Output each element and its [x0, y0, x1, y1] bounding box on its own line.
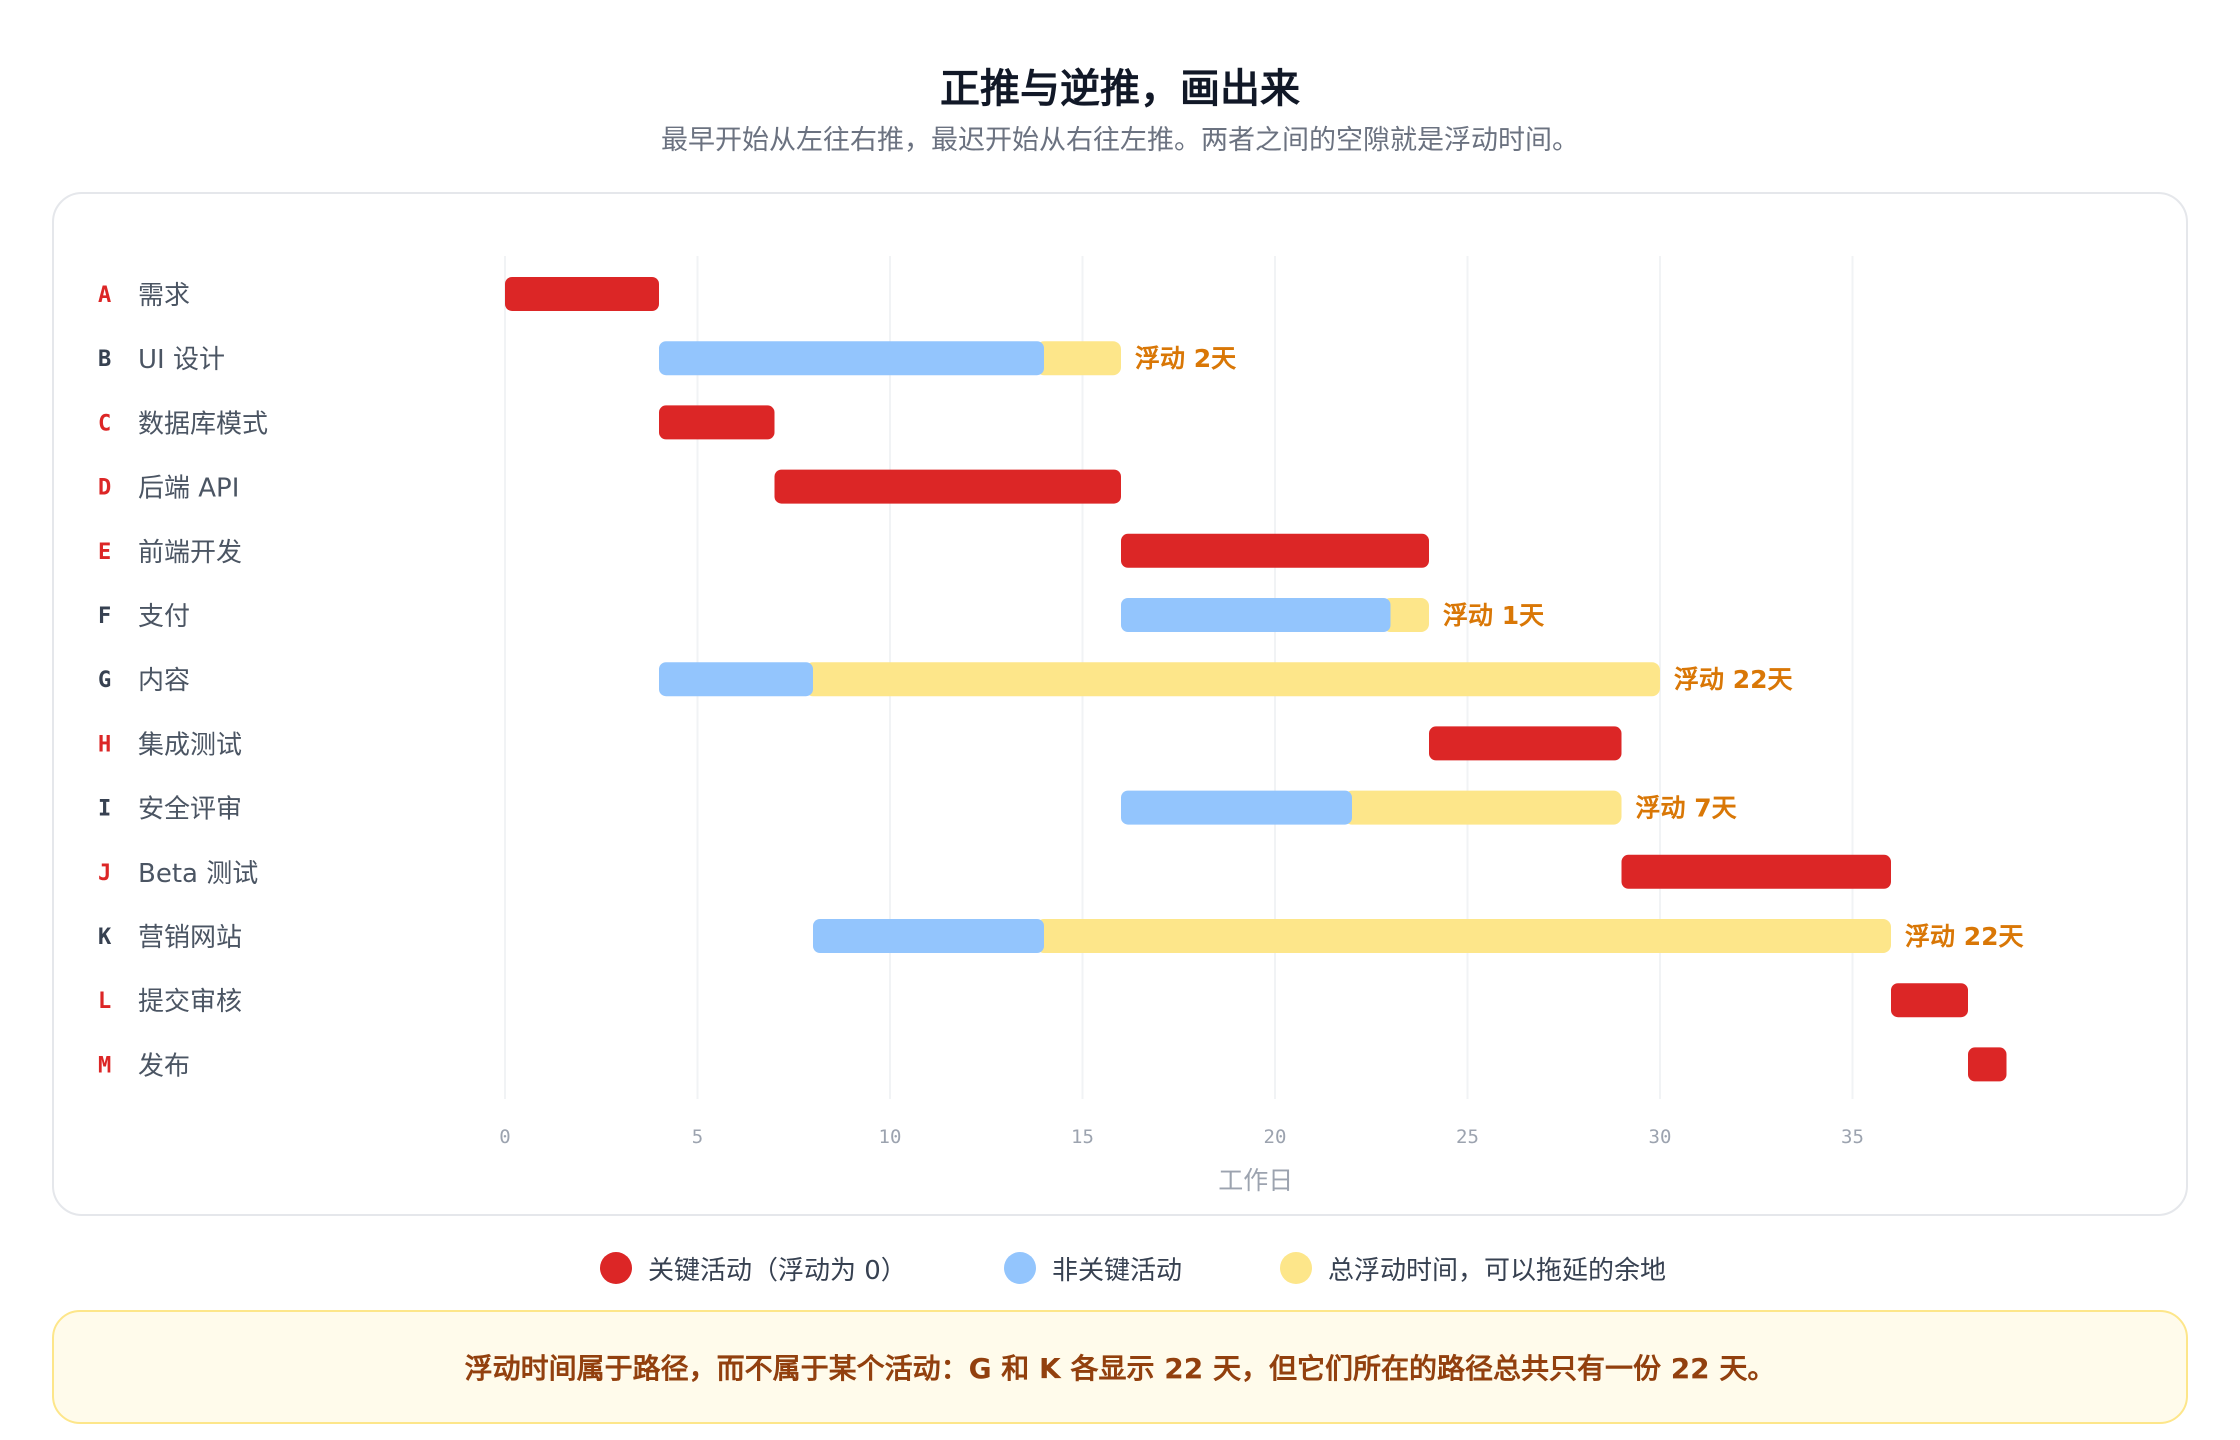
float-bar [1036, 341, 1121, 376]
critical-bar [505, 277, 659, 311]
x-tick-label: 25 [1456, 1126, 1479, 1148]
legend-label-critical: 关键活动（浮动为 0） [648, 1255, 907, 1286]
x-axis-label: 工作日 [1218, 1166, 1293, 1195]
task-name: Beta 测试 [138, 859, 258, 889]
x-tick-label: 0 [499, 1126, 510, 1148]
float-label: 浮动 7天 [1636, 794, 1737, 823]
x-tick-label: 30 [1649, 1126, 1672, 1148]
task-id: L [98, 989, 111, 1014]
task-id: H [98, 732, 111, 757]
critical-bar [1891, 983, 1968, 1018]
task-id: M [98, 1053, 111, 1078]
legend-swatch-non-critical [1004, 1252, 1036, 1284]
gantt-chart: 0 5 10 15 20 25 30 35 工作日 A 需求 B UI 设计 浮动 2天 C 数据库模式 D 后端… [98, 256, 2024, 1195]
legend-item-critical: 关键活动（浮动为 0） [600, 1248, 907, 1288]
page-subtitle: 最早开始从左往右推，最迟开始从右往左推。两者之间的空隙就是浮动时间。 [661, 125, 1579, 156]
float-label: 浮动 2天 [1135, 344, 1236, 373]
note-text: 浮动时间属于路径，而不属于某个活动：G 和 K 各显示 22 天，但它们所在的路… [464, 1352, 1776, 1385]
task-id: A [98, 283, 111, 308]
task-name: 集成测试 [138, 730, 242, 760]
note-box: 浮动时间属于路径，而不属于某个活动：G 和 K 各显示 22 天，但它们所在的路… [52, 1310, 2188, 1424]
critical-bar [659, 405, 775, 440]
task-name: 提交审核 [138, 987, 242, 1017]
task-name: 前端开发 [138, 538, 242, 568]
task-id: D [98, 476, 111, 501]
task-id: G [98, 668, 111, 693]
float-label: 浮动 22天 [1905, 922, 2024, 951]
task-name: UI 设计 [138, 345, 225, 375]
task-name: 后端 API [138, 474, 239, 504]
legend-label-float: 总浮动时间，可以拖延的余地 [1328, 1255, 1667, 1286]
legend: 关键活动（浮动为 0） 非关键活动 总浮动时间，可以拖延的余地 [0, 1248, 2240, 1288]
task-id: B [98, 347, 111, 372]
task-name: 安全评审 [138, 795, 242, 825]
task-name: 内容 [138, 666, 190, 696]
task-id: F [98, 604, 111, 629]
task-bar [1121, 598, 1391, 632]
float-bar [1036, 919, 1891, 953]
legend-item-float: 总浮动时间，可以拖延的余地 [1280, 1248, 1666, 1288]
x-tick-label: 20 [1264, 1126, 1287, 1148]
task-bar [813, 919, 1044, 953]
float-label: 浮动 22天 [1674, 665, 1793, 694]
critical-bar [774, 469, 1121, 504]
task-bar [659, 341, 1044, 376]
chart-card: 0 5 10 15 20 25 30 35 工作日 A 需求 B UI 设计 浮动 2天 C 数据库模式 D 后端… [52, 192, 2188, 1216]
x-tick-label: 15 [1071, 1126, 1094, 1148]
x-tick-label: 35 [1841, 1126, 1864, 1148]
task-name: 支付 [138, 602, 190, 632]
page-title: 正推与逆推，画出来 [940, 66, 1300, 112]
task-id: K [98, 925, 112, 950]
task-name: 发布 [138, 1051, 190, 1081]
float-label: 浮动 1天 [1443, 601, 1544, 630]
task-id: J [98, 861, 111, 886]
task-bar [1121, 790, 1352, 825]
critical-bar [1621, 854, 1891, 889]
critical-bar [1968, 1047, 2007, 1082]
task-id: C [98, 411, 111, 436]
float-bar [1344, 790, 1622, 825]
task-name: 营销网站 [138, 923, 242, 953]
legend-label-non-critical: 非关键活动 [1052, 1255, 1183, 1286]
legend-swatch-critical [600, 1252, 632, 1284]
critical-bar [1429, 726, 1622, 761]
task-name: 需求 [138, 281, 190, 311]
x-tick-label: 5 [692, 1126, 703, 1148]
task-name: 数据库模式 [138, 409, 268, 439]
task-bar [659, 662, 813, 697]
task-id: E [98, 540, 111, 565]
legend-item-non-critical: 非关键活动 [1004, 1248, 1182, 1288]
critical-bar [1121, 533, 1429, 568]
x-tick-label: 10 [879, 1126, 902, 1148]
task-id: I [98, 797, 111, 822]
legend-swatch-float [1280, 1252, 1312, 1284]
float-bar [1382, 598, 1429, 632]
float-bar [805, 662, 1660, 697]
